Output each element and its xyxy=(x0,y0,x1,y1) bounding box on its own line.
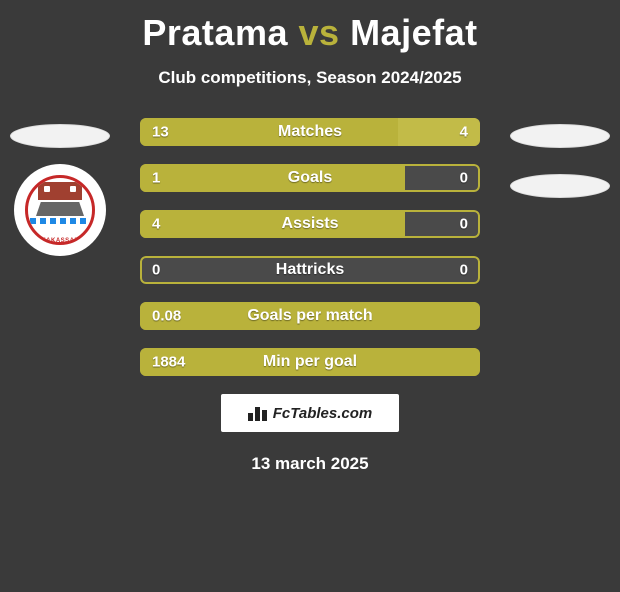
stat-value-right: 4 xyxy=(460,124,468,141)
subtitle: Club competitions, Season 2024/2025 xyxy=(0,68,620,88)
stat-value-left: 4 xyxy=(152,216,160,233)
stat-bar-left xyxy=(140,164,405,192)
stat-row: 13 4 Matches xyxy=(140,118,480,146)
stat-row: 1 0 Goals xyxy=(140,164,480,192)
stat-label: Matches xyxy=(278,123,342,141)
stat-bar-left xyxy=(140,118,398,146)
stat-row: 4 0 Assists xyxy=(140,210,480,238)
stat-row: 0.08 Goals per match xyxy=(140,302,480,330)
branding-text: FcTables.com xyxy=(273,405,372,422)
stat-row: 1884 Min per goal xyxy=(140,348,480,376)
left-player-column: MAKASSAR xyxy=(0,118,120,256)
stat-value-left: 13 xyxy=(152,124,169,141)
left-club-badge: MAKASSAR xyxy=(14,164,106,256)
right-club-badge-placeholder-icon xyxy=(510,174,610,198)
stat-value-left: 0.08 xyxy=(152,308,181,325)
right-flag-icon xyxy=(510,124,610,148)
title-player2: Majefat xyxy=(350,12,478,53)
stat-label: Goals per match xyxy=(247,307,372,325)
stat-bars: 13 4 Matches 1 0 Goals 4 0 Assists 0 0 Hattricks 0.0… xyxy=(140,118,480,376)
stat-value-left: 1 xyxy=(152,170,160,187)
title-player1: Pratama xyxy=(142,12,288,53)
stat-value-right: 0 xyxy=(460,216,468,233)
psm-makassar-logo-icon: MAKASSAR xyxy=(25,175,95,245)
stat-value-left: 1884 xyxy=(152,354,185,371)
stat-label: Assists xyxy=(282,215,339,233)
stat-label: Min per goal xyxy=(263,353,357,371)
stat-label: Hattricks xyxy=(276,261,344,279)
comparison-content: MAKASSAR 13 4 Matches 1 0 Goals 4 0 Assists 0 0 Hat… xyxy=(0,118,620,376)
stat-value-left: 0 xyxy=(152,262,160,279)
stat-value-right: 0 xyxy=(460,262,468,279)
title-vs: vs xyxy=(299,12,340,53)
branding-box: FcTables.com xyxy=(221,394,399,432)
stat-value-right: 0 xyxy=(460,170,468,187)
stat-bar-left xyxy=(140,210,405,238)
left-flag-icon xyxy=(10,124,110,148)
fctables-logo-icon xyxy=(248,405,268,421)
page-title: Pratama vs Majefat xyxy=(0,12,620,54)
right-player-column xyxy=(500,118,620,198)
stat-row: 0 0 Hattricks xyxy=(140,256,480,284)
stat-label: Goals xyxy=(288,169,332,187)
comparison-date: 13 march 2025 xyxy=(0,454,620,474)
